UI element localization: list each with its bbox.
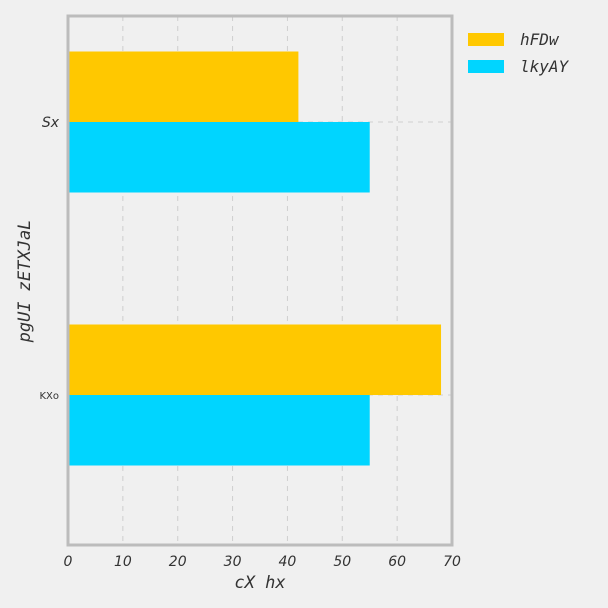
bar-hFDw-Sx	[68, 51, 299, 122]
bar-hFDw-KXo	[68, 324, 442, 395]
bar-lkyAY-KXo	[68, 395, 370, 466]
legend: hFDw lkyAY	[468, 30, 570, 76]
y-tick-label: Sx	[42, 115, 60, 131]
x-axis-label: cX hx	[234, 573, 286, 593]
y-tick-label: KXo	[39, 391, 59, 402]
x-tick-label: 70	[443, 554, 461, 570]
x-tick-label: 20	[169, 554, 187, 570]
x-tick-label: 60	[388, 554, 406, 570]
x-tick-label: 50	[333, 554, 351, 570]
x-tick-label: 0	[64, 554, 73, 570]
legend-swatch-lkyAY	[468, 60, 504, 73]
legend-label-lkyAY: lkyAY	[520, 57, 570, 76]
x-tick-labels: 0 10 20 30 40 50 60 70	[64, 554, 461, 570]
x-tick-label: 10	[114, 554, 132, 570]
legend-swatch-hFDw	[468, 33, 504, 46]
bars-group	[68, 51, 442, 466]
legend-label-hFDw: hFDw	[520, 30, 560, 49]
x-tick-label: 40	[279, 554, 297, 570]
y-tick-labels: Sx KXo	[39, 115, 59, 402]
bar-lkyAY-Sx	[68, 122, 370, 193]
plot-frame	[66, 14, 454, 547]
x-tick-label: 30	[224, 554, 242, 570]
y-axis-label: pgUI zETXJaL	[15, 220, 35, 344]
